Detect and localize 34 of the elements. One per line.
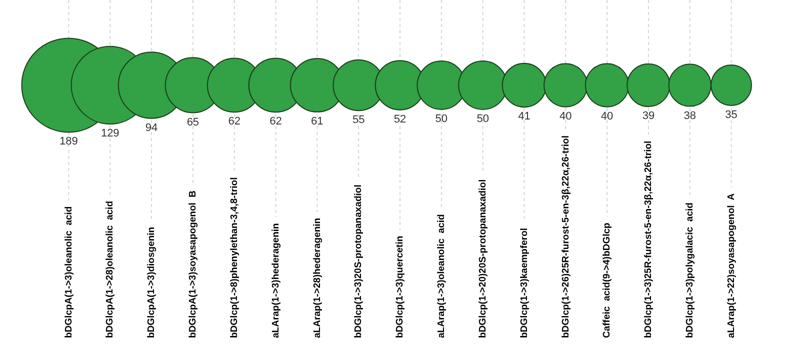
data-label: 62 — [228, 116, 240, 128]
data-label: 50 — [476, 112, 489, 125]
data-label: 41 — [518, 110, 530, 123]
category-label: aLArap(1->28)hederagenin — [312, 218, 323, 338]
category-label: bDGlcp(1->3)20S-protopanaxadiol — [353, 184, 364, 338]
data-label: 40 — [600, 110, 614, 122]
category-label: bDGlcp(1->3)quercetin — [394, 236, 406, 338]
data-label: 65 — [186, 116, 200, 128]
data-label: 40 — [560, 110, 572, 122]
data-label: 55 — [352, 114, 365, 126]
category-label: bDGlcp(1->3)polygalacic acid — [684, 202, 696, 338]
data-label: 50 — [435, 112, 448, 125]
data-label: 62 — [270, 116, 282, 128]
category-label: bDGlcp(1->3)kaempferol — [518, 228, 530, 338]
data-label: 52 — [394, 113, 406, 126]
category-label: bDGlcpA(1->3)oleanolic acid — [63, 206, 74, 338]
category-label: aLArap(1->3)oleanolic acid — [436, 214, 448, 338]
category-label: bDGlcpA(1->3)diosgenin — [146, 226, 158, 338]
data-label: 35 — [725, 108, 738, 121]
category-label: aLArap(1->3)hederagenin — [270, 222, 282, 338]
category-label: bDGlcp(1->3)25R-furost-5-en-3β,22α,26-triol — [643, 140, 654, 338]
category-label: bDGlcp(1->26)25R-furost-5-en-3β,22α,26-triol — [560, 136, 572, 338]
data-label: 61 — [311, 115, 324, 128]
data-label: 39 — [642, 110, 655, 122]
category-label: bDGlcp(1->8)phenylethan-3,4,8-triol — [228, 177, 240, 338]
category-label: bDGlcpA(1->3)soyasapogenol B — [188, 190, 199, 338]
data-label: 189 — [60, 136, 78, 148]
category-label: bDGlcp(1->20)20S-protopanaxadiol — [477, 179, 488, 338]
data-label: 94 — [145, 122, 158, 134]
category-label: Caffeic acid(9->4)bDGlcp — [602, 222, 613, 338]
data-label: 129 — [100, 128, 120, 140]
category-label: bDGlcpA(1->28)oleanolic acid — [104, 200, 116, 338]
data-label: 38 — [684, 110, 696, 122]
category-label: aLArap(1->22)soyasapogenol A — [726, 193, 737, 338]
